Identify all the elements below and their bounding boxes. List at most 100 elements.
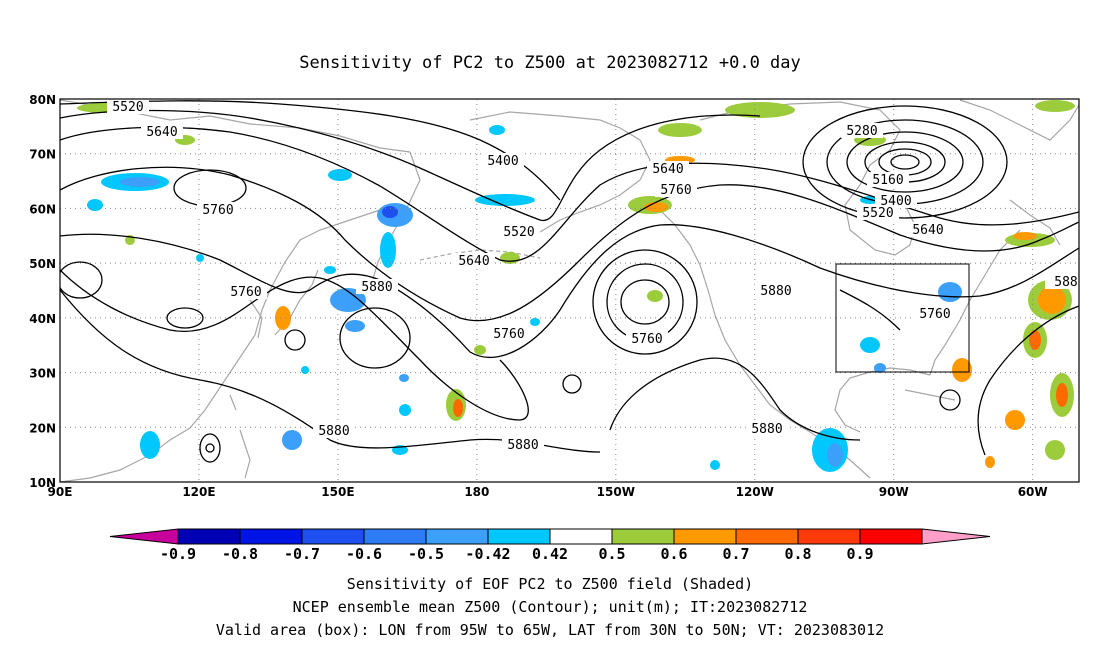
lon-tick-label: 150E [321, 485, 354, 499]
colorbar: -0.9 -0.8 -0.7 -0.6 -0.5 -0.42 0.42 0.5 0.6 0.7 0.… [109, 528, 991, 563]
contour-atlantic [977, 305, 1079, 456]
coast-alaska [469, 111, 651, 233]
contour-label: 5760 [202, 203, 233, 218]
contour-5880-us [839, 289, 901, 331]
neg-blob [475, 194, 535, 206]
pos-blob [453, 399, 463, 417]
neg-blob [380, 232, 396, 268]
contour-label-bg [746, 421, 788, 436]
contour-label-bg [914, 306, 956, 321]
contour-5880-mid [60, 269, 529, 421]
colorbar-label: -0.9 [160, 545, 196, 563]
sensitivity-shading [77, 100, 1075, 472]
coast-east-asia [60, 334, 256, 482]
lat-tick-label: 60N [29, 202, 56, 216]
caption-line-1: Sensitivity of EOF PC2 to Z500 field (Sh… [347, 575, 753, 593]
contour-label-bg [453, 253, 495, 268]
contour-label-bg [141, 124, 183, 139]
colorbar-box [673, 528, 737, 545]
contour-low-pac-3 [620, 279, 670, 325]
colorbar-box [177, 528, 241, 545]
contour-label-bg [107, 99, 149, 114]
colorbar-label: -0.5 [408, 545, 444, 563]
captions: Sensitivity of EOF PC2 to Z500 field (Sh… [216, 575, 884, 639]
neg-blob [489, 125, 505, 135]
map-frame [59, 98, 1080, 483]
colorbar-label: 0.6 [660, 545, 687, 563]
colorbar-box [363, 528, 427, 545]
contour-small-4 [562, 374, 582, 394]
colorbar-label: 0.8 [784, 545, 811, 563]
neg-blob [827, 443, 843, 467]
valid-area-box [835, 263, 970, 373]
contour-label: 5640 [146, 125, 177, 140]
lat-tick-label: 80N [29, 93, 56, 107]
neg-blob [938, 282, 962, 302]
contour-label: 5280 [846, 124, 877, 139]
contour-label: 5760 [631, 332, 662, 347]
neg-blob [399, 374, 409, 382]
contour-label: 5880 [507, 438, 538, 453]
pos-blob [647, 290, 663, 302]
pos-blob [1056, 383, 1068, 407]
lat-tick-label: 10N [29, 476, 56, 490]
colorbar-end-high [921, 528, 991, 545]
pos-blob [725, 102, 795, 118]
neg-blob [860, 337, 880, 353]
contour-low-pac-1 [592, 249, 698, 355]
longitude-labels: 90E 120E 150E 180 150W 120W 90W 60W [48, 485, 1048, 499]
contour-label: 5760 [493, 327, 524, 342]
contour-label: 5880 [751, 422, 782, 437]
coast-greenland [959, 99, 1079, 141]
lon-tick-label: 120E [182, 485, 215, 499]
neg-blob [399, 404, 411, 416]
contour-label: 5760 [919, 307, 950, 322]
neg-blob [196, 254, 204, 262]
pos-blob [500, 252, 520, 264]
contour-label: 5160 [872, 173, 903, 188]
contour-low-canada-3 [846, 131, 964, 193]
contour-label: 5640 [652, 162, 683, 177]
coast-gulf [834, 367, 931, 433]
neg-blob [140, 431, 160, 459]
contour-label: 5520 [503, 225, 534, 240]
colorbar-box [425, 528, 489, 545]
neg-blob [324, 266, 336, 274]
contour-label-bg [647, 161, 689, 176]
pos-blob [1005, 410, 1025, 430]
contour-label-bg [225, 284, 267, 299]
contour-label-bg [857, 205, 899, 220]
contour-label-bg [755, 283, 797, 298]
colorbar-label: -0.6 [346, 545, 382, 563]
coast-philippines [239, 429, 251, 479]
pos-blob [952, 358, 972, 382]
colorbar-box [859, 528, 923, 545]
caption-line-3: Valid area (box): LON from 95W to 65W, L… [216, 621, 884, 639]
contour-label-bg [197, 202, 239, 217]
coast-aleutians [419, 249, 541, 261]
contour-low-canada-6 [890, 154, 920, 170]
coast-cuba [904, 389, 956, 401]
colorbar-box [611, 528, 675, 545]
contour-label: 5760 [230, 285, 261, 300]
contour-label-bg [907, 222, 949, 237]
coast-labrador [1009, 199, 1061, 246]
neg-blob [345, 320, 365, 332]
neg-blob [530, 318, 540, 326]
contour-label-bg [867, 172, 909, 187]
contour-label-bg [841, 123, 883, 138]
contour-small-2 [166, 307, 204, 329]
neg-blob [328, 169, 352, 181]
contour-label: 5880 [760, 284, 791, 299]
contour-label: 5880 [318, 424, 349, 439]
contour-label-bg [626, 331, 668, 346]
contour-small-3 [284, 329, 306, 351]
contour-5880-north [60, 224, 1079, 358]
contour-label-bg [875, 193, 917, 208]
contour-label: 5520 [112, 100, 143, 115]
colorbar-label: 0.9 [846, 545, 873, 563]
pos-blob [474, 345, 486, 355]
contour-label-bg [313, 423, 355, 438]
lat-tick-label: 30N [29, 367, 56, 381]
